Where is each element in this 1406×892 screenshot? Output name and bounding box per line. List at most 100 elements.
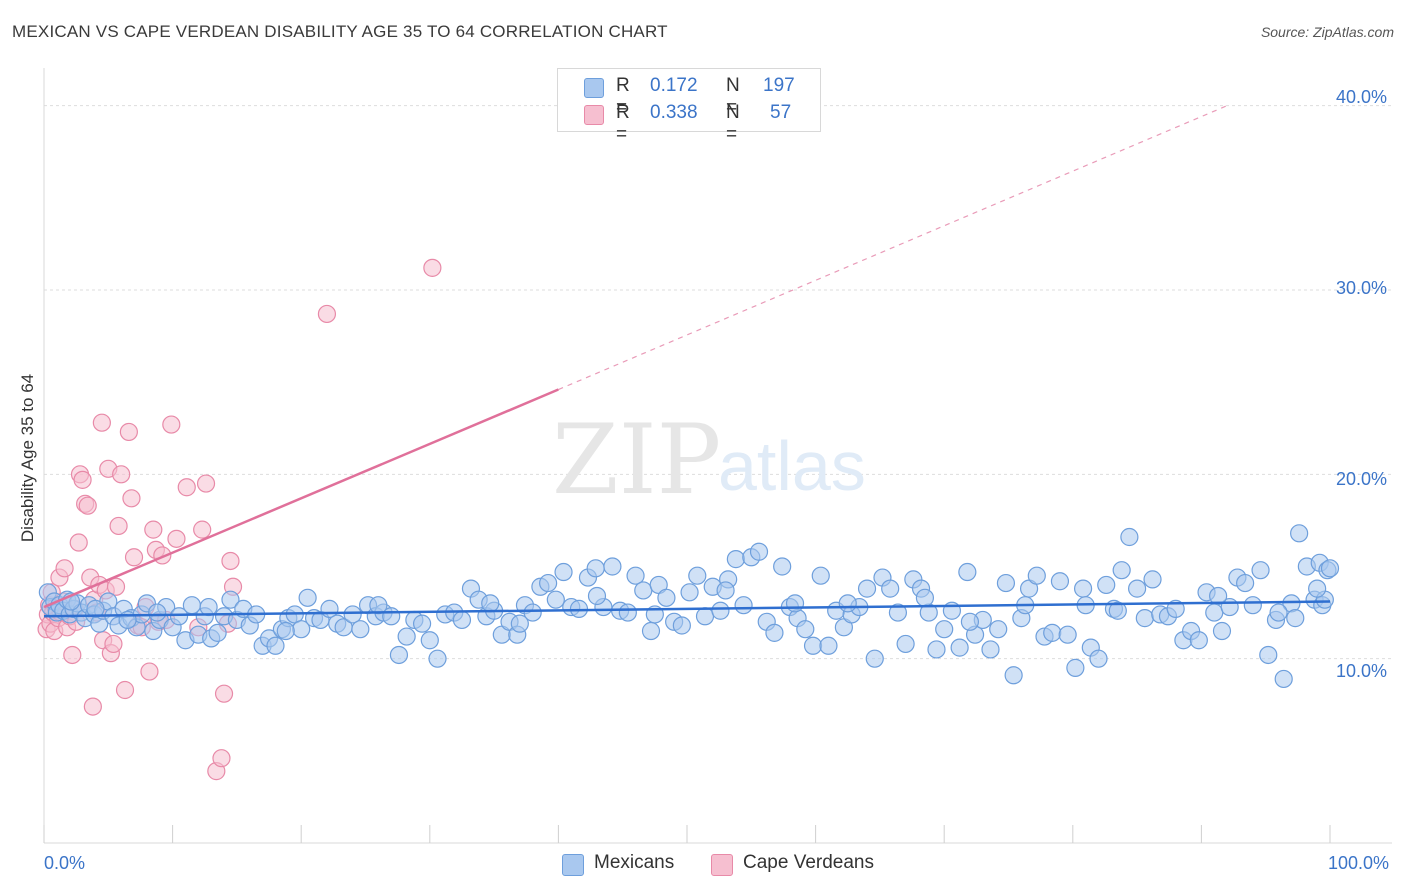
- mexican-point: [298, 588, 317, 607]
- cape-verdean-point: [92, 413, 111, 432]
- cape-verdean-point: [124, 548, 144, 567]
- mexican-point: [554, 562, 573, 582]
- mexican-point: [412, 614, 432, 633]
- cape-verdean-point: [214, 684, 234, 703]
- mexican-point: [481, 594, 500, 613]
- mexican-point: [208, 623, 227, 642]
- mexican-point: [539, 573, 558, 593]
- mexican-point: [1108, 601, 1127, 620]
- mexican-point: [1166, 599, 1185, 618]
- gridlines: [44, 105, 1392, 660]
- cape-verdean-point: [193, 520, 212, 539]
- mexican-point: [1189, 631, 1208, 650]
- mexican-point: [1308, 579, 1327, 598]
- mexican-point: [546, 590, 565, 609]
- mexican-point: [927, 640, 946, 659]
- mexican-point: [276, 621, 295, 641]
- mexican-point: [672, 616, 691, 635]
- mexican-point: [1286, 609, 1305, 628]
- mexican-point: [716, 581, 735, 600]
- trend-lines: [43, 105, 1331, 618]
- mexican-point: [657, 588, 676, 607]
- y-tick-label-40: 40.0%: [1336, 87, 1388, 107]
- legend-r-value: 0.172: [650, 75, 698, 96]
- mexican-point: [1243, 596, 1262, 615]
- mexican-point: [958, 562, 977, 582]
- mexican-point: [587, 586, 607, 606]
- x-tick-label-min: 0.0%: [44, 853, 86, 873]
- mexican-point: [785, 594, 805, 613]
- mexican-point: [389, 645, 409, 665]
- mexican-point: [915, 588, 935, 607]
- mexican-point: [510, 614, 529, 633]
- legend-r-label: R =: [616, 75, 630, 118]
- cape-verdean-point: [109, 516, 128, 536]
- cape-verdean-point: [212, 749, 231, 768]
- mexican-point: [199, 597, 218, 617]
- mexican-point: [1097, 575, 1116, 595]
- legend-label-mexicans: Mexicans: [594, 852, 675, 873]
- cape-verdean-point: [221, 551, 240, 571]
- cape-verdean-points: [37, 258, 442, 781]
- legend-n-value: 57: [770, 102, 792, 123]
- mexican-point: [773, 557, 792, 576]
- mexican-point: [1112, 561, 1131, 580]
- mexican-point: [1143, 570, 1162, 589]
- mexican-point: [803, 636, 823, 655]
- mexican-point: [351, 620, 370, 639]
- mexican-point: [452, 610, 472, 630]
- mexican-point: [1066, 658, 1085, 677]
- mexican-point: [634, 581, 653, 600]
- cape-verdean-point: [78, 496, 97, 515]
- mexican-point: [586, 559, 605, 578]
- mexican-point: [935, 620, 954, 639]
- mexican-point: [996, 573, 1016, 593]
- mexican-point: [1127, 579, 1147, 598]
- mexican-point: [1274, 669, 1293, 689]
- mexican-trend-line: [43, 600, 1331, 618]
- cape-verdean-point: [55, 559, 74, 578]
- series-legend: Mexicans Cape Verdeans: [0, 852, 1406, 878]
- chart-title: MEXICAN VS CAPE VERDEAN DISABILITY AGE 3…: [12, 22, 668, 41]
- legend-r-label: R =: [616, 102, 630, 145]
- mexican-point: [726, 550, 745, 569]
- y-axis-label: Disability Age 35 to 64: [18, 373, 37, 543]
- cape-verdean-point: [119, 422, 138, 442]
- mexican-point: [680, 583, 699, 602]
- axes: [43, 68, 1392, 844]
- mexican-point: [221, 590, 240, 609]
- cape-verdean-point: [83, 697, 102, 716]
- source-label: Source: ZipAtlas.com: [1260, 24, 1394, 40]
- cape-verdean-point: [144, 520, 163, 539]
- mexican-point: [838, 594, 857, 613]
- mexican-point: [711, 601, 730, 620]
- mexican-point: [523, 603, 542, 622]
- watermark: ZIP atlas: [552, 404, 866, 516]
- mexican-point: [420, 631, 439, 650]
- mexican-point: [86, 599, 105, 618]
- mexican-point: [1259, 645, 1278, 665]
- mexican-point: [1120, 527, 1139, 547]
- legend-swatch-pink: [584, 105, 604, 125]
- mexican-point: [1290, 524, 1309, 543]
- legend-r-value: 0.338: [650, 102, 698, 123]
- mexican-point: [796, 620, 815, 639]
- mexican-point: [695, 607, 715, 626]
- mexican-point: [1135, 609, 1154, 628]
- mexican-point: [428, 649, 447, 668]
- cape-verdean-point: [177, 478, 196, 497]
- cape-verdean-trend-extension: [558, 105, 1228, 391]
- mexican-point: [1027, 566, 1046, 585]
- cape-verdean-point: [423, 258, 442, 277]
- mexican-point: [765, 623, 784, 642]
- cape-verdean-point: [112, 465, 131, 484]
- mexican-point: [1089, 649, 1108, 668]
- legend-n-label: N =: [726, 75, 740, 118]
- mexican-point: [169, 607, 189, 626]
- mexican-point: [1205, 603, 1224, 622]
- mexican-point: [1320, 559, 1340, 578]
- mexican-point: [1050, 572, 1070, 591]
- mexican-points: [38, 524, 1340, 689]
- mexican-point: [343, 605, 362, 624]
- cape-verdean-point: [69, 533, 88, 552]
